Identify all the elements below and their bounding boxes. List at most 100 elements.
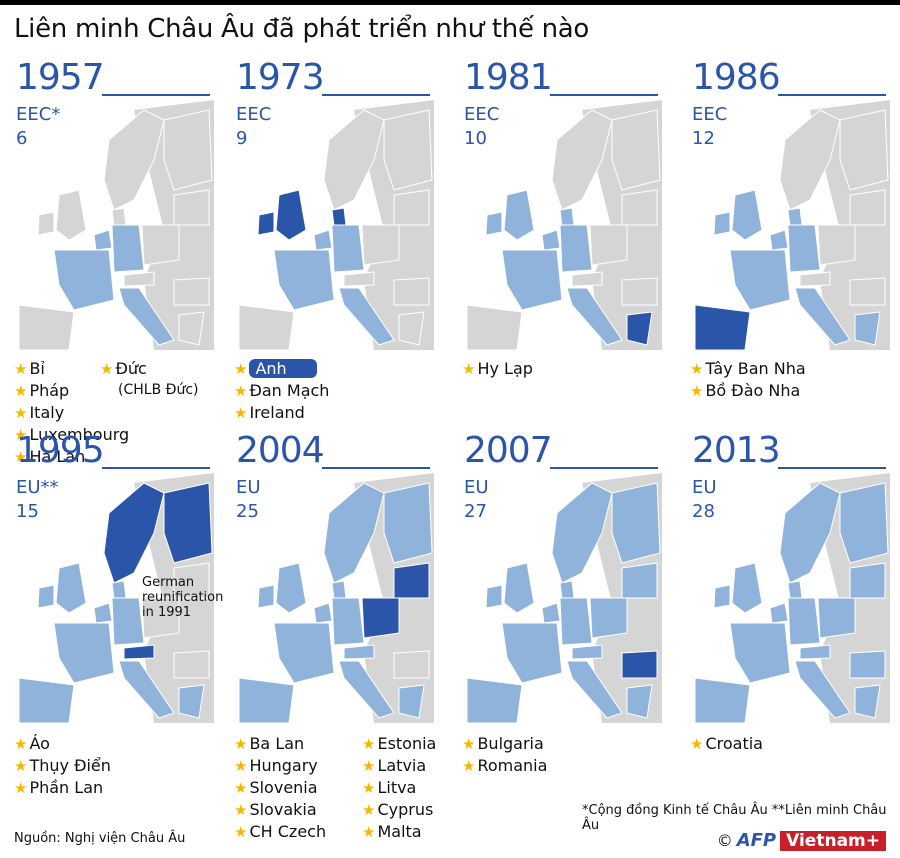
- member-item: ★ CH Czech: [234, 822, 327, 841]
- star-icon: ★: [14, 426, 28, 444]
- member-item: ★ Đức: [100, 359, 147, 378]
- year-underline: [550, 467, 658, 469]
- year-underline: [550, 94, 658, 96]
- member-item: ★ Áo: [14, 734, 50, 753]
- star-icon: ★: [234, 360, 248, 378]
- year-underline: [778, 467, 886, 469]
- star-icon: ★: [690, 735, 704, 753]
- star-icon: ★: [362, 757, 376, 775]
- member-list: ★ Bulgaria ★ Romania: [462, 733, 547, 777]
- member-count: 9: [236, 128, 248, 149]
- star-icon: ★: [362, 735, 376, 753]
- member-item: ★ Bỉ: [14, 359, 45, 378]
- star-icon: ★: [690, 382, 704, 400]
- year-underline: [778, 94, 886, 96]
- vietnamplus-logo: Vietnam+: [780, 830, 886, 851]
- year-label: 2007: [464, 430, 553, 471]
- top-bar: [0, 0, 900, 5]
- member-item: ★ Hungary: [234, 756, 318, 775]
- member-count: 12: [692, 128, 715, 149]
- member-item: ★ Tây Ban Nha: [690, 359, 806, 378]
- member-list: ★ Estonia ★ Latvia ★ Litva ★ Cyprus ★ Malta: [362, 733, 436, 843]
- star-icon: ★: [14, 735, 28, 753]
- member-item: ★ Romania: [462, 756, 548, 775]
- europe-map: [462, 473, 662, 724]
- page-title: Liên minh Châu Âu đã phát triển như thế …: [14, 14, 590, 44]
- star-icon: ★: [14, 404, 28, 422]
- member-item: ★ Luxembourg: [14, 425, 130, 444]
- year-underline: [322, 467, 430, 469]
- member-list: ★ Ba Lan ★ Hungary ★ Slovenia ★ Slovakia ★ CH Cze…: [234, 733, 326, 843]
- annotation: German reunification in 1991: [142, 575, 224, 620]
- year-label: 1986: [692, 57, 781, 98]
- member-list: ★ Anh ★ Đan Mạch ★ Ireland: [234, 358, 329, 424]
- org-label: EU: [236, 477, 261, 498]
- europe-map: [14, 100, 214, 351]
- member-item: ★ Estonia: [362, 734, 437, 753]
- member-item: ★ Slovenia: [234, 778, 318, 797]
- star-icon: ★: [14, 757, 28, 775]
- member-list: ★ Hy Lạp: [462, 358, 533, 380]
- member-item: ★ Pháp: [14, 381, 70, 400]
- year-label: 2013: [692, 430, 781, 471]
- europe-map: [234, 100, 434, 351]
- afp-logo: AFP: [736, 830, 777, 851]
- star-icon: ★: [14, 779, 28, 797]
- member-item: ★ Litva: [362, 778, 417, 797]
- member-list: ★ Croatia: [690, 733, 763, 755]
- star-icon: ★: [234, 823, 248, 841]
- star-icon: ★: [462, 757, 476, 775]
- year-underline: [102, 94, 210, 96]
- europe-map: [690, 100, 890, 351]
- europe-map: [234, 473, 434, 724]
- member-item: ★ Cyprus: [362, 800, 434, 819]
- org-label: EU**: [16, 477, 59, 498]
- copyright-icon: ©: [716, 831, 733, 850]
- member-item: ★ Anh: [234, 358, 329, 380]
- member-list: ★ Áo ★ Thụy Điển ★ Phần Lan: [14, 733, 111, 799]
- member-item: ★ Slovakia: [234, 800, 317, 819]
- org-label: EU: [692, 477, 717, 498]
- source: Nguồn: Nghị viện Châu Âu: [14, 831, 186, 846]
- member-count: 27: [464, 501, 487, 522]
- star-icon: ★: [234, 801, 248, 819]
- star-icon: ★: [362, 779, 376, 797]
- member-item: ★ Thụy Điển: [14, 756, 111, 775]
- year-label: 1995: [16, 430, 105, 471]
- year-label: 1981: [464, 57, 553, 98]
- credit: © AFP Vietnam+: [717, 830, 886, 851]
- star-icon: ★: [362, 801, 376, 819]
- member-count: 28: [692, 501, 715, 522]
- member-item: ★ Đan Mạch: [234, 381, 330, 400]
- star-icon: ★: [14, 448, 28, 466]
- org-label: EEC: [236, 104, 272, 125]
- star-icon: ★: [462, 735, 476, 753]
- star-icon: ★: [14, 382, 28, 400]
- star-icon: ★: [100, 360, 114, 378]
- member-item: ★ Ba Lan: [234, 734, 305, 753]
- europe-map: [462, 100, 662, 351]
- year-underline: [322, 94, 430, 96]
- year-label: 2004: [236, 430, 325, 471]
- star-icon: ★: [234, 382, 248, 400]
- year-label: 1973: [236, 57, 325, 98]
- member-count: 15: [16, 501, 39, 522]
- star-icon: ★: [462, 360, 476, 378]
- member-item: ★ Latvia: [362, 756, 427, 775]
- star-icon: ★: [234, 779, 248, 797]
- member-item: ★ Italy: [14, 403, 65, 422]
- star-icon: ★: [690, 360, 704, 378]
- member-item: ★ Hy Lạp: [462, 359, 533, 378]
- member-item: ★ Malta: [362, 822, 422, 841]
- year-label: 1957: [16, 57, 105, 98]
- member-count: 6: [16, 128, 28, 149]
- star-icon: ★: [14, 360, 28, 378]
- star-icon: ★: [234, 735, 248, 753]
- member-item: ★ Bulgaria: [462, 734, 544, 753]
- star-icon: ★: [362, 823, 376, 841]
- footnote: *Cộng đồng Kinh tế Châu Âu **Liên minh C…: [582, 803, 887, 833]
- star-icon: ★: [234, 757, 248, 775]
- member-note: (CHLB Đức): [118, 382, 199, 398]
- member-count: 10: [464, 128, 487, 149]
- org-label: EEC: [464, 104, 500, 125]
